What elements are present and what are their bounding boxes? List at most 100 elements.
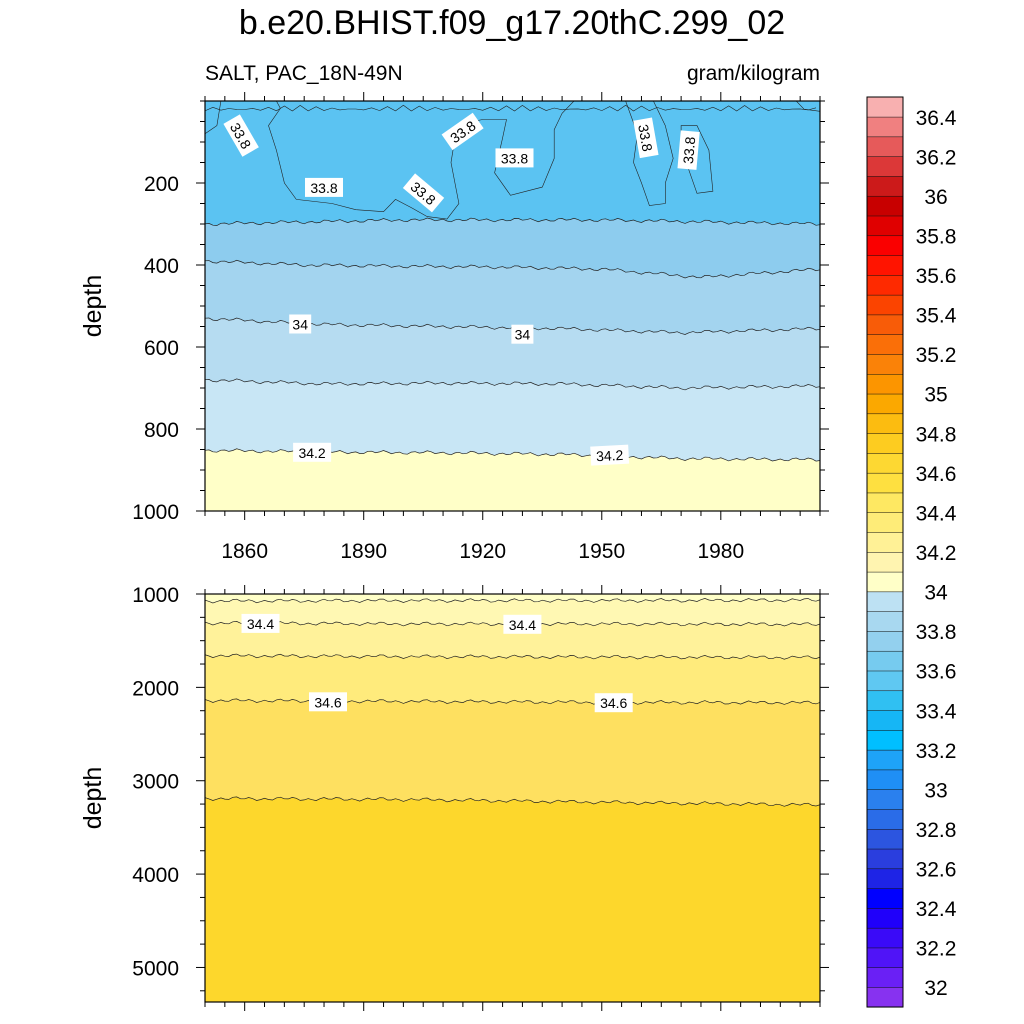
contour-label: 34.6 [594,693,633,713]
colorbar-label: 32.6 [916,859,957,882]
y-tick-label: 200 [144,173,179,196]
colorbar-box [866,373,904,395]
y-axis-label: depth [79,275,107,338]
colorbar-box [866,472,904,494]
colorbar-box [866,314,904,335]
colorbar-box [866,136,904,157]
contour-pocket [795,101,820,112]
colorbar-box [866,512,904,533]
colorbar-box [866,848,904,870]
svg-text:34: 34 [292,317,308,333]
colorbar-box [866,294,904,316]
contour-label: 34.4 [241,613,280,633]
y-axis-label: depth [79,767,107,830]
colorbar-box [866,828,904,850]
y-tick-label: 5000 [132,957,179,980]
y-tick-label: 600 [144,337,179,360]
y-tick-label: 2000 [132,677,179,700]
colorbar-label: 34.8 [916,423,957,446]
colorbar-box [866,116,904,138]
colorbar-box [866,175,904,197]
colorbar-box [866,868,904,889]
svg-text:34.2: 34.2 [298,445,325,461]
colorbar-box [866,433,904,454]
colorbar-box [866,353,904,375]
colorbar-label: 34.6 [916,463,957,486]
colorbar-box [866,274,904,296]
y-tick-label: 4000 [132,864,179,887]
colorbar-box [866,611,904,632]
colorbar-label: 32.8 [916,819,957,842]
contour-label: 34 [289,314,312,334]
svg-text:34.4: 34.4 [509,617,536,633]
svg-text:34.6: 34.6 [314,694,341,710]
contour-line [205,653,820,660]
colorbar-box [866,215,904,237]
svg-text:33.8: 33.8 [310,180,337,196]
colorbar-box [866,571,904,593]
colorbar-box [866,967,904,988]
svg-text:33.8: 33.8 [680,136,698,165]
colorbar-label: 34 [924,582,948,605]
colorbar-box [866,492,904,513]
colorbar-box [866,789,904,810]
contour-fill [205,594,820,603]
colorbar-box [866,334,904,355]
colorbar-box [866,907,904,929]
colorbar-box [866,531,904,553]
colorbar-label: 34.4 [916,502,957,525]
colorbar-box [866,156,904,177]
colorbar-box [866,729,904,751]
colorbar-box [866,947,904,968]
contour-label: 33.8 [633,117,659,159]
x-tick-label: 1860 [221,540,268,563]
y-tick-label: 800 [144,419,179,442]
colorbar-box [866,452,904,474]
colorbar-label: 35.8 [916,226,957,249]
y-tick-label: 1000 [132,584,179,607]
colorbar-box [866,551,904,573]
x-tick-label: 1920 [459,540,506,563]
variable-subtitle: SALT, PAC_18N-49N [205,62,403,85]
colorbar-label: 35.4 [916,305,957,328]
units-subtitle: gram/kilogram [686,62,820,85]
colorbar-frame [866,96,904,1008]
contour-label: 34.2 [590,444,630,466]
contour-line [205,796,820,807]
colorbar-label: 34.2 [916,542,957,565]
colorbar-label: 33.8 [916,621,957,644]
y-tick-label: 3000 [132,771,179,794]
x-tick-label: 1950 [578,540,625,563]
contour-line [205,378,820,391]
contour-label: 33.8 [305,177,343,197]
colorbar-label: 36.2 [916,146,957,169]
contour-label: 33.8 [677,130,700,170]
colorbar-box [866,888,904,909]
colorbar-box [866,393,904,415]
svg-text:33.8: 33.8 [501,150,528,166]
colorbar-box [866,591,904,612]
x-tick-label: 1980 [697,540,744,563]
plot-area: 34.4 34.4 34.6 34.6 [205,594,820,1002]
y-tick-label: 400 [144,255,179,278]
contour-label: 33.8 [495,148,534,168]
contour-line [205,259,820,279]
colorbar-label: 33.2 [916,740,957,763]
colorbar-label: 33.4 [916,700,957,723]
colorbar-label: 35.6 [916,265,957,288]
colorbar: 32 32.2 32.4 32.6 32.8 33 33.2 33.4 33.6 33.8 34 34… [866,96,957,1008]
colorbar-box [866,710,904,731]
contour-label: 34.6 [309,692,347,712]
contour-label: 34.2 [293,442,332,462]
contour-label: 34 [511,324,534,344]
colorbar-label: 32.4 [916,898,957,921]
contour-line [205,217,820,226]
svg-text:33.8: 33.8 [635,123,656,153]
colorbar-label: 36.4 [916,107,957,130]
colorbar-box [866,986,904,1008]
colorbar-box [866,255,904,276]
colorbar-box [866,749,904,771]
colorbar-box [866,808,904,830]
